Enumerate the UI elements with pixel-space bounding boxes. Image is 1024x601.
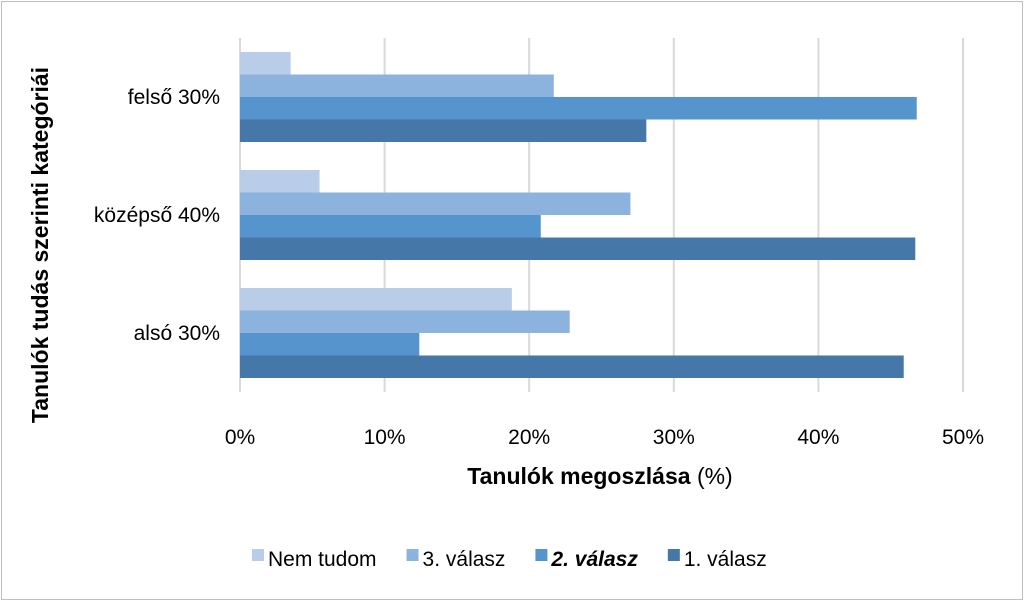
bar bbox=[240, 237, 916, 260]
legend-swatch bbox=[667, 549, 680, 561]
bar bbox=[240, 119, 647, 142]
legend-swatch bbox=[406, 549, 419, 561]
bar bbox=[240, 170, 320, 193]
bar bbox=[240, 310, 570, 333]
bar bbox=[240, 215, 541, 238]
x-tick-label: 0% bbox=[225, 426, 255, 449]
bar bbox=[240, 52, 291, 75]
legend-label: 2. válasz bbox=[550, 548, 638, 571]
x-axis-title-unit: (%) bbox=[697, 463, 733, 489]
legend-label: Nem tudom bbox=[268, 548, 377, 571]
y-category-label: középső 40% bbox=[94, 204, 220, 227]
legend-swatch bbox=[535, 549, 548, 561]
legend-swatch bbox=[252, 549, 264, 561]
legend-label: 3. válasz bbox=[423, 548, 506, 571]
bar bbox=[240, 288, 512, 311]
x-tick-label: 30% bbox=[653, 426, 695, 449]
bar bbox=[240, 192, 631, 215]
bar bbox=[240, 333, 420, 356]
x-tick-labels: 0% 10% 20% 30% 40% 50% bbox=[225, 426, 984, 449]
bar bbox=[240, 355, 904, 378]
legend-label: 1. válasz bbox=[684, 548, 767, 571]
legend: Nem tudom 3. válasz 2. válasz 1. válasz bbox=[252, 548, 767, 571]
bar bbox=[240, 97, 917, 120]
x-axis-title: Tanulók megoszlása (%) bbox=[467, 463, 732, 489]
y-category-labels: alsó 30% középső 40% felső 30% bbox=[94, 86, 220, 345]
x-tick-label: 50% bbox=[942, 426, 984, 449]
x-tick-label: 40% bbox=[797, 426, 839, 449]
x-tick-label: 10% bbox=[364, 426, 406, 449]
bars bbox=[240, 52, 917, 378]
y-category-label: felső 30% bbox=[128, 86, 220, 109]
y-axis-title: Tanulók tudás szerinti kategóriái bbox=[27, 67, 53, 423]
bar bbox=[240, 74, 554, 97]
x-tick-label: 20% bbox=[508, 426, 550, 449]
y-category-label: alsó 30% bbox=[134, 322, 220, 345]
x-axis-title-text: Tanulók megoszlása bbox=[467, 463, 690, 489]
